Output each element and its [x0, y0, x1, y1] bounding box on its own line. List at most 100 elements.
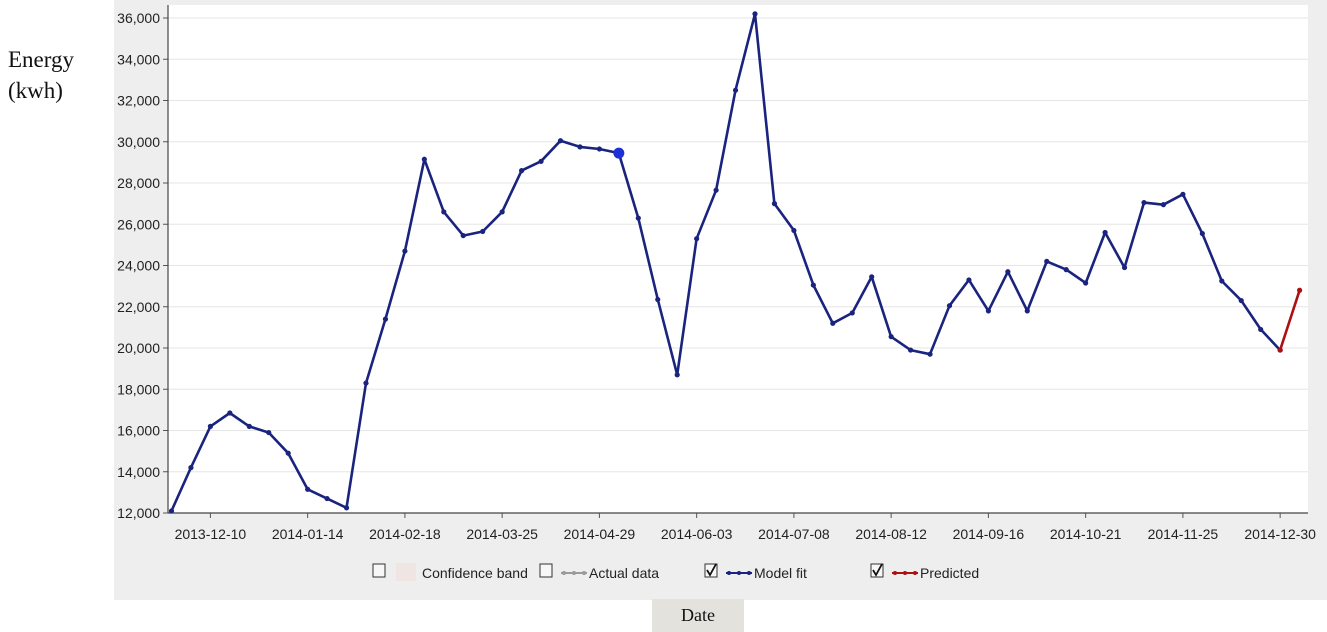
series-line-model-fit [170, 12, 1282, 512]
data-point[interactable] [713, 187, 719, 193]
data-point[interactable] [246, 423, 252, 429]
data-point[interactable] [1083, 280, 1089, 286]
data-point[interactable] [1063, 267, 1069, 273]
data-point[interactable] [266, 429, 272, 436]
data-point[interactable] [168, 508, 175, 514]
y-tick-label: 36,000 [117, 10, 160, 26]
data-point[interactable] [460, 232, 466, 239]
x-tick-label: 2014-10-21 [1050, 526, 1122, 542]
data-point[interactable] [441, 209, 447, 215]
data-point[interactable] [1005, 269, 1011, 275]
data-point[interactable] [538, 158, 544, 164]
x-tick-label: 2014-01-14 [272, 526, 344, 542]
y-axis-label: Energy (kwh) [8, 47, 75, 103]
predicted-swatch [892, 571, 918, 575]
model-fit-swatch [726, 571, 752, 575]
data-point[interactable] [966, 277, 972, 283]
data-point[interactable] [402, 248, 408, 254]
data-point[interactable] [1180, 191, 1186, 197]
x-tick-labels: 2013-12-10 2014-01-14 2014-02-18 2014-03-25… [175, 526, 1317, 542]
data-point[interactable] [557, 138, 564, 144]
x-tick-label: 2013-12-10 [175, 526, 247, 542]
x-tick-label: 2014-04-29 [564, 526, 636, 542]
data-point[interactable] [946, 303, 953, 309]
y-tick-label: 24,000 [117, 258, 160, 274]
data-point[interactable] [694, 236, 700, 242]
axes [163, 5, 1308, 518]
data-point[interactable] [869, 274, 875, 280]
data-point[interactable] [1277, 347, 1283, 353]
data-point[interactable] [207, 423, 213, 429]
data-point[interactable] [305, 486, 311, 492]
data-point[interactable] [227, 410, 233, 416]
data-point[interactable] [421, 156, 427, 162]
data-point[interactable] [771, 201, 778, 207]
x-tick-label: 2014-07-08 [758, 526, 830, 542]
y-tick-label: 28,000 [117, 175, 160, 191]
data-point[interactable] [480, 228, 486, 235]
predicted-checkbox[interactable] [870, 563, 884, 578]
data-point[interactable] [1238, 297, 1244, 304]
actual-data-checkbox[interactable] [539, 563, 553, 578]
y-tick-label: 34,000 [117, 51, 160, 67]
data-point[interactable] [674, 372, 680, 378]
data-point[interactable] [1219, 278, 1225, 284]
y-tick-label: 26,000 [117, 216, 160, 232]
legend-label: Predicted [920, 565, 979, 581]
data-point[interactable] [1121, 264, 1128, 271]
x-tick-label: 2014-11-25 [1148, 526, 1219, 542]
actual-data-swatch [561, 571, 587, 575]
data-point[interactable] [1044, 258, 1050, 264]
x-tick-label: 2014-09-16 [953, 526, 1025, 542]
data-point[interactable] [985, 308, 992, 314]
data-point[interactable] [382, 316, 389, 322]
data-point[interactable] [655, 296, 661, 303]
data-point[interactable] [343, 505, 350, 511]
data-point[interactable] [927, 351, 933, 357]
x-tick-label: 2014-06-03 [661, 526, 733, 542]
confidence-band-swatch [396, 563, 416, 581]
data-point[interactable] [285, 450, 291, 456]
y-tick-label: 16,000 [117, 423, 160, 439]
data-point[interactable] [1297, 287, 1303, 293]
y-tick-label: 12,000 [117, 505, 160, 521]
data-point[interactable] [635, 215, 641, 221]
legend-label: Actual data [589, 565, 659, 581]
data-point[interactable] [596, 146, 603, 152]
data-point[interactable] [908, 347, 914, 353]
x-tick-label: 2014-08-12 [855, 526, 927, 542]
data-point[interactable] [499, 209, 505, 215]
data-point[interactable] [791, 227, 797, 234]
y-tick-label: 20,000 [117, 340, 160, 356]
model-fit-checkbox[interactable] [704, 563, 718, 578]
x-axis-label: Date [652, 599, 744, 632]
data-point[interactable] [519, 168, 525, 174]
y-tick-label: 22,000 [117, 299, 160, 315]
data-point[interactable] [1141, 199, 1147, 206]
data-point[interactable] [1258, 326, 1264, 333]
data-point[interactable] [1199, 230, 1205, 237]
y-tick-label: 30,000 [117, 134, 160, 150]
data-point[interactable] [1102, 229, 1108, 236]
data-point[interactable] [1024, 308, 1030, 314]
data-point[interactable] [810, 282, 816, 288]
data-point[interactable] [732, 87, 739, 93]
data-point[interactable] [752, 11, 758, 17]
data-point[interactable] [324, 495, 330, 502]
confidence-band-checkbox[interactable] [372, 563, 386, 578]
data-point[interactable] [363, 380, 369, 386]
data-point[interactable] [888, 334, 894, 340]
data-point[interactable] [1160, 202, 1167, 208]
legend-label: Confidence band [422, 565, 528, 581]
data-point[interactable] [830, 320, 836, 326]
data-point[interactable] [188, 465, 194, 471]
series-line-predicted [1278, 289, 1301, 351]
legend: Confidence band Actual data Model fit Predi… [372, 563, 979, 581]
data-point[interactable] [849, 310, 855, 316]
data-point[interactable] [577, 144, 583, 150]
data-series [168, 11, 1303, 514]
line-chart: 12,000 14,000 16,000 18,000 20,000 22,000 24,0… [117, 5, 1317, 581]
y-tick-labels: 12,000 14,000 16,000 18,000 20,000 22,000 24,0… [117, 10, 160, 521]
x-tick-label: 2014-03-25 [466, 526, 538, 542]
highlighted-data-point[interactable] [613, 147, 625, 159]
